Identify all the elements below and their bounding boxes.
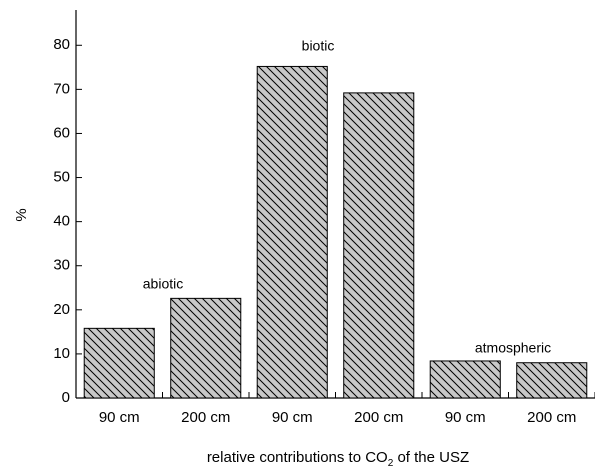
- bar: [429, 360, 501, 399]
- y-tick-label: 50: [53, 169, 70, 186]
- y-tick-label: 80: [53, 36, 70, 53]
- y-axis-label: %: [13, 208, 30, 221]
- bar: [516, 362, 588, 399]
- annotation: biotic: [302, 38, 335, 54]
- x-axis-label: relative contributions to CO2 of the USZ: [207, 449, 469, 469]
- y-tick-label: 70: [53, 80, 70, 97]
- bar: [256, 65, 328, 399]
- x-tick-label: 200 cm: [527, 409, 576, 426]
- x-tick-label: 200 cm: [354, 409, 403, 426]
- y-tick-label: 40: [53, 213, 70, 230]
- y-tick-label: 0: [62, 389, 70, 406]
- bar: [83, 327, 155, 399]
- x-tick-label: 200 cm: [181, 409, 230, 426]
- y-tick-label: 60: [53, 124, 70, 141]
- bar: [343, 92, 415, 399]
- y-tick-label: 10: [53, 345, 70, 362]
- x-label-subscript: 2: [388, 458, 394, 469]
- x-label-text: relative contributions to CO: [207, 449, 388, 466]
- y-tick-label: 30: [53, 257, 70, 274]
- y-tick-label: 20: [53, 301, 70, 318]
- annotation: abiotic: [143, 276, 183, 292]
- annotation: atmospheric: [475, 340, 551, 356]
- x-label-text: of the USZ: [393, 449, 469, 466]
- x-tick-label: 90 cm: [99, 409, 140, 426]
- x-tick-label: 90 cm: [445, 409, 486, 426]
- bar: [170, 297, 242, 399]
- x-tick-label: 90 cm: [272, 409, 313, 426]
